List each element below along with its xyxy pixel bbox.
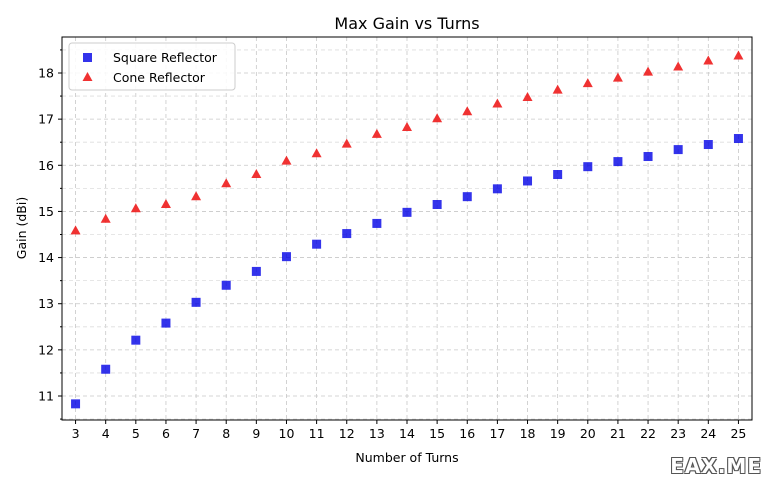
series-cone-reflector	[70, 50, 744, 235]
x-tick-label: 9	[252, 426, 260, 441]
x-tick-label: 17	[489, 426, 505, 441]
data-point-square	[372, 218, 382, 228]
data-point-square	[161, 318, 171, 328]
y-tick-label: 12	[38, 342, 54, 357]
data-point-triangle	[402, 121, 412, 131]
x-tick-label: 21	[610, 426, 626, 441]
data-point-square	[733, 134, 743, 144]
x-tick-label: 25	[730, 426, 746, 441]
data-point-square	[462, 192, 472, 202]
data-point-square	[281, 252, 291, 262]
data-point-triangle	[191, 191, 202, 201]
grid-lines	[62, 37, 752, 420]
x-tick-label: 24	[700, 426, 716, 441]
data-point-triangle	[462, 106, 473, 116]
data-point-triangle	[160, 199, 171, 209]
legend-box	[68, 42, 236, 91]
x-tick-label: 7	[192, 426, 200, 441]
data-point-square	[221, 280, 231, 290]
data-point-square	[312, 239, 322, 249]
y-axis-ticks: 11 12 13 14 15 16 17 18	[38, 49, 62, 420]
data-point-square	[191, 297, 201, 307]
y-tick-label: 18	[38, 65, 54, 80]
data-point-triangle	[371, 128, 382, 138]
x-tick-label: 8	[222, 426, 230, 441]
y-tick-label: 14	[38, 250, 54, 265]
y-tick-label: 11	[38, 389, 54, 404]
watermark: EAX.ME	[670, 454, 762, 478]
data-point-triangle	[311, 148, 322, 158]
data-point-triangle	[251, 169, 262, 179]
x-tick-label: 19	[550, 426, 566, 441]
y-tick-label: 16	[38, 158, 54, 173]
data-point-square	[342, 229, 352, 239]
legend-label-square-reflector: Square Reflector	[113, 50, 218, 65]
data-point-triangle	[281, 155, 292, 165]
data-point-square	[432, 200, 442, 210]
x-tick-label: 15	[429, 426, 445, 441]
series-square-reflector	[71, 134, 743, 409]
x-tick-label: 14	[399, 426, 415, 441]
legend-marker-square-reflector	[83, 53, 92, 62]
data-point-square	[703, 140, 713, 150]
legend: Square Reflector Cone Reflector	[68, 42, 236, 91]
data-point-triangle	[432, 113, 443, 123]
data-point-square	[402, 207, 412, 217]
y-tick-label: 15	[38, 204, 54, 219]
y-axis-label: Gain (dBi)	[14, 197, 29, 259]
legend-marker-cone-reflector	[82, 72, 93, 81]
data-point-square	[553, 170, 563, 180]
data-point-square	[613, 157, 623, 167]
x-tick-label: 23	[670, 426, 686, 441]
data-point-triangle	[703, 55, 714, 65]
x-tick-label: 10	[279, 426, 295, 441]
x-tick-label: 20	[580, 426, 596, 441]
x-tick-label: 12	[339, 426, 355, 441]
data-point-triangle	[70, 225, 81, 235]
x-tick-label: 3	[72, 426, 80, 441]
x-tick-label: 4	[102, 426, 110, 441]
x-tick-label: 5	[132, 426, 140, 441]
x-tick-label: 11	[309, 426, 325, 441]
data-point-triangle	[130, 203, 141, 213]
data-point-triangle	[612, 72, 623, 82]
data-point-square	[523, 176, 533, 186]
data-point-triangle	[341, 138, 352, 148]
data-point-square	[673, 145, 683, 155]
data-point-square	[71, 399, 81, 409]
x-axis-ticks: 3 4 5 6 7 8 9 10 11 12 13 14 15 16 17 18 19 20 21 22 23 24 25	[72, 420, 746, 441]
y-tick-label: 13	[38, 296, 54, 311]
data-point-square	[251, 266, 261, 276]
x-tick-label: 16	[459, 426, 475, 441]
data-point-triangle	[733, 50, 744, 60]
data-series	[70, 50, 744, 409]
data-point-triangle	[522, 91, 533, 101]
x-tick-label: 22	[640, 426, 656, 441]
data-point-triangle	[100, 213, 111, 223]
data-point-square	[643, 152, 653, 162]
legend-label-cone-reflector: Cone Reflector	[113, 70, 206, 85]
data-point-square	[101, 364, 111, 374]
x-tick-label: 13	[369, 426, 385, 441]
x-axis-label: Number of Turns	[355, 450, 458, 465]
data-point-square	[131, 335, 141, 345]
data-point-square	[492, 184, 502, 194]
data-point-triangle	[492, 98, 503, 108]
data-point-square	[583, 162, 593, 172]
data-point-triangle	[221, 178, 232, 188]
x-tick-label: 6	[162, 426, 170, 441]
data-point-triangle	[552, 84, 563, 94]
data-point-triangle	[643, 66, 654, 76]
x-tick-label: 18	[520, 426, 536, 441]
data-point-triangle	[673, 61, 684, 71]
data-point-triangle	[582, 78, 593, 88]
y-tick-label: 17	[38, 112, 54, 127]
chart-title: Max Gain vs Turns	[334, 14, 479, 33]
